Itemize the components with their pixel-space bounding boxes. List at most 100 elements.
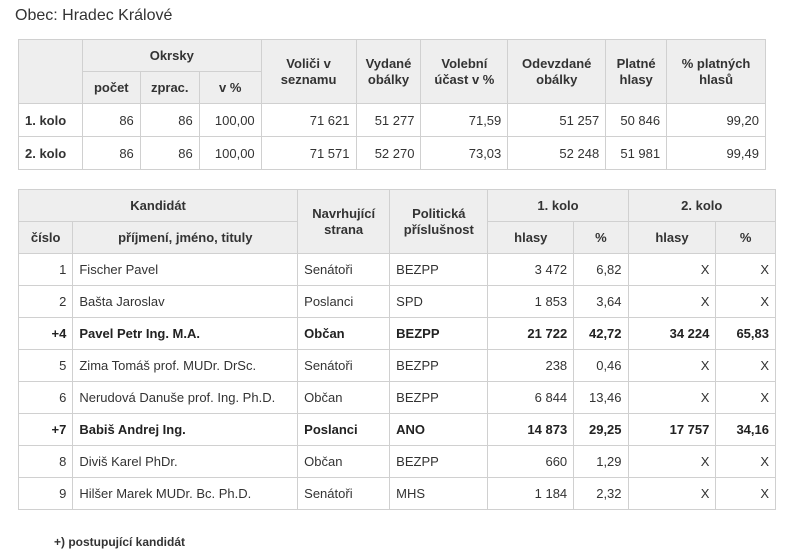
jmeno-header: příjmení, jméno, tituly: [72, 221, 299, 254]
pct2-header: %: [715, 221, 776, 254]
pct-platnych-header: % platných hlasů: [666, 39, 766, 104]
candidate-number: +4: [17, 317, 74, 350]
nominating-party: Senátoři: [297, 477, 391, 510]
round1-votes: 1 853: [487, 285, 575, 318]
candidate-row-advancing: +7 Babiš Andrej Ing. Poslanci ANO 14 873…: [17, 413, 776, 446]
candidate-name: Diviš Karel PhDr.: [72, 445, 299, 478]
kolo2-header: 2. kolo: [627, 189, 777, 222]
round1-votes: 14 873: [487, 413, 575, 446]
zprac-cell: 86: [139, 103, 200, 137]
round1-votes: 1 184: [487, 477, 575, 510]
v-pct-cell: 100,00: [198, 136, 262, 170]
round2-votes: X: [627, 349, 717, 382]
platne-cell: 50 846: [605, 103, 668, 137]
round-label: 1. kolo: [18, 103, 83, 137]
vydane-cell: 51 277: [355, 103, 422, 137]
round2-pct: 34,16: [715, 413, 776, 446]
footnote: +) postupující kandidát: [54, 535, 186, 549]
zprac-cell: 86: [139, 136, 200, 170]
navrhujici-header: Navrhující strana: [297, 189, 391, 254]
ucast-cell: 73,03: [420, 136, 509, 170]
hlasy1-header: hlasy: [487, 221, 575, 254]
platne-header: Platné hlasy: [605, 39, 668, 104]
round2-pct: X: [715, 285, 776, 318]
round2-pct: X: [715, 253, 776, 286]
ucast-cell: 71,59: [420, 103, 509, 137]
political-affiliation: BEZPP: [389, 317, 489, 350]
nominating-party: Senátoři: [297, 253, 391, 286]
candidate-number: 1: [17, 253, 74, 286]
odevzdane-header: Odevzdané obálky: [507, 39, 607, 104]
round1-pct: 0,46: [573, 349, 629, 382]
round1-pct: 2,32: [573, 477, 629, 510]
nominating-party: Poslanci: [297, 413, 391, 446]
nominating-party: Občan: [297, 445, 391, 478]
candidate-row-advancing: +4 Pavel Petr Ing. M.A. Občan BEZPP 21 7…: [17, 317, 776, 350]
round2-votes: X: [627, 381, 717, 414]
round2-votes: X: [627, 477, 717, 510]
round1-votes: 660: [487, 445, 575, 478]
candidate-number: 6: [17, 381, 74, 414]
platne-cell: 51 981: [605, 136, 668, 170]
kandidat-header: Kandidát: [17, 189, 299, 222]
candidate-row: 1 Fischer Pavel Senátoři BEZPP 3 472 6,8…: [17, 253, 776, 286]
round-label: 2. kolo: [18, 136, 83, 170]
candidate-number: 2: [17, 285, 74, 318]
candidates-table: Kandidát Navrhující strana Politická pří…: [17, 189, 777, 510]
candidate-row: 9 Hilšer Marek MUDr. Bc. Ph.D. Senátoři …: [17, 477, 776, 510]
candidate-name: Bašta Jaroslav: [72, 285, 299, 318]
political-affiliation: SPD: [389, 285, 489, 318]
pct1-header: %: [573, 221, 629, 254]
v-pct-header: v %: [198, 71, 262, 104]
political-affiliation: ANO: [389, 413, 489, 446]
table-row: 2. kolo 86 86 100,00 71 571 52 270 73,03…: [18, 136, 766, 170]
pocet-cell: 86: [81, 136, 141, 170]
political-affiliation: BEZPP: [389, 381, 489, 414]
vydane-cell: 52 270: [355, 136, 422, 170]
pct-platnych-cell: 99,20: [666, 103, 766, 137]
candidate-name: Babiš Andrej Ing.: [72, 413, 299, 446]
kolo1-header: 1. kolo: [487, 189, 629, 222]
round2-votes: X: [627, 445, 717, 478]
pocet-cell: 86: [81, 103, 141, 137]
round2-pct: X: [715, 445, 776, 478]
political-affiliation: MHS: [389, 477, 489, 510]
nominating-party: Občan: [297, 317, 391, 350]
zprac-header: zprac.: [139, 71, 200, 104]
pct-platnych-cell: 99,49: [666, 136, 766, 170]
candidate-name: Pavel Petr Ing. M.A.: [72, 317, 299, 350]
round2-pct: X: [715, 349, 776, 382]
hlasy2-header: hlasy: [627, 221, 717, 254]
volici-cell: 71 621: [260, 103, 357, 137]
political-affiliation: BEZPP: [389, 253, 489, 286]
round1-pct: 1,29: [573, 445, 629, 478]
odevzdane-cell: 52 248: [507, 136, 607, 170]
round1-votes: 6 844: [487, 381, 575, 414]
round1-pct: 13,46: [573, 381, 629, 414]
table-row: 1. kolo 86 86 100,00 71 621 51 277 71,59…: [18, 103, 766, 137]
turnout-summary-table: Okrsky Voliči v seznamu Vydané obálky Vo…: [18, 39, 766, 170]
round2-pct: X: [715, 477, 776, 510]
corner-cell: [18, 39, 83, 104]
candidate-name: Nerudová Danuše prof. Ing. Ph.D.: [72, 381, 299, 414]
candidate-number: 8: [17, 445, 74, 478]
nominating-party: Senátoři: [297, 349, 391, 382]
candidate-number: 9: [17, 477, 74, 510]
vydane-header: Vydané obálky: [355, 39, 422, 104]
ucast-header: Volební účast v %: [420, 39, 509, 104]
politicka-header: Politická příslušnost: [389, 189, 489, 254]
pocet-header: počet: [81, 71, 141, 104]
cislo-header: číslo: [17, 221, 74, 254]
round1-votes: 21 722: [487, 317, 575, 350]
candidate-row: 5 Zima Tomáš prof. MUDr. DrSc. Senátoři …: [17, 349, 776, 382]
round2-pct: 65,83: [715, 317, 776, 350]
candidate-name: Zima Tomáš prof. MUDr. DrSc.: [72, 349, 299, 382]
okrsky-header: Okrsky: [81, 39, 262, 72]
round1-pct: 29,25: [573, 413, 629, 446]
candidate-name: Hilšer Marek MUDr. Bc. Ph.D.: [72, 477, 299, 510]
candidate-row: 8 Diviš Karel PhDr. Občan BEZPP 660 1,29…: [17, 445, 776, 478]
round1-votes: 3 472: [487, 253, 575, 286]
volici-header: Voliči v seznamu: [260, 39, 357, 104]
odevzdane-cell: 51 257: [507, 103, 607, 137]
round1-pct: 42,72: [573, 317, 629, 350]
